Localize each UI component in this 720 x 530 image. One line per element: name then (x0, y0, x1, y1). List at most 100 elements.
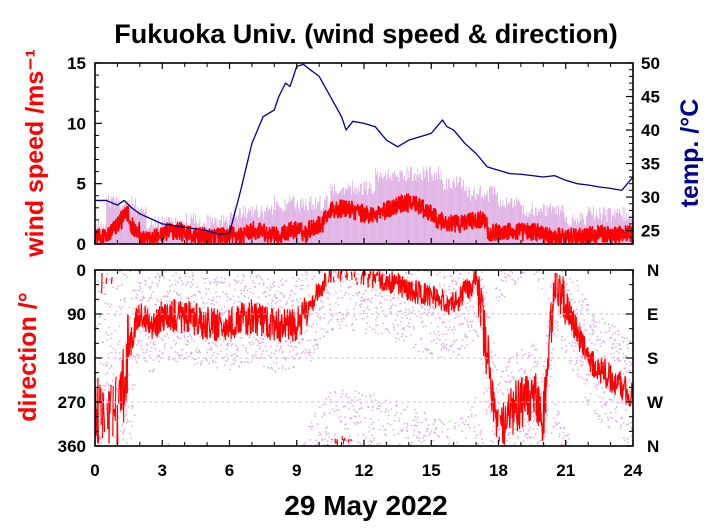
direction-scatter-point (603, 390, 606, 393)
direction-scatter-point (576, 284, 579, 287)
direction-scatter-point (139, 282, 141, 285)
compass-tick-label: S (647, 349, 658, 368)
direction-scatter-point (444, 290, 447, 292)
direction-scatter-point (599, 345, 602, 348)
direction-scatter-point (469, 299, 472, 302)
direction-scatter-point (439, 285, 441, 288)
direction-scatter-point (526, 433, 529, 436)
direction-scatter-point (278, 349, 281, 352)
direction-scatter-point (410, 443, 413, 446)
direction-scatter-point (129, 316, 131, 319)
direction-scatter-point (301, 288, 304, 291)
direction-scatter-point (574, 342, 576, 344)
direction-scatter-point (502, 370, 505, 373)
direction-scatter-point (281, 350, 284, 353)
direction-scatter-point (481, 438, 483, 440)
direction-scatter-point (585, 373, 588, 376)
direction-scatter-point (376, 307, 379, 310)
direction-scatter-point (426, 309, 429, 311)
direction-scatter-point (403, 326, 406, 329)
direction-scatter-point (419, 316, 422, 319)
direction-scatter-point (609, 411, 612, 414)
direction-scatter-point (313, 348, 316, 351)
direction-scatter-point (600, 331, 602, 334)
direction-scatter-point (610, 336, 613, 339)
direction-scatter-point (420, 337, 423, 340)
direction-scatter-point (331, 313, 334, 316)
direction-scatter-point (162, 295, 165, 298)
direction-scatter-point (432, 306, 434, 309)
direction-scatter-point (471, 406, 473, 408)
direction-scatter-point (390, 307, 392, 309)
direction-scatter-point (190, 281, 193, 284)
direction-scatter-point (463, 317, 466, 320)
direction-scatter-point (393, 420, 396, 422)
temperature-tick-label: 45 (641, 88, 660, 107)
direction-scatter-point (136, 353, 139, 356)
direction-scatter-point (466, 302, 469, 305)
direction-scatter-point (118, 325, 121, 328)
direction-scatter-point (440, 349, 443, 351)
direction-scatter-point (240, 282, 243, 284)
direction-scatter-point (193, 301, 196, 303)
direction-scatter-point (145, 280, 147, 282)
direction-scatter-point (555, 301, 557, 304)
direction-scatter-point (132, 290, 135, 293)
direction-scatter-point (277, 341, 280, 344)
direction-scatter-point (215, 366, 218, 369)
direction-scatter-point (303, 443, 306, 446)
direction-scatter-point (341, 389, 344, 392)
temperature-line (95, 63, 634, 235)
direction-scatter-point (619, 426, 622, 429)
direction-scatter-point (511, 375, 514, 378)
direction-scatter-point (156, 283, 159, 285)
direction-scatter-point (295, 280, 298, 283)
direction-scatter-point (150, 338, 153, 341)
direction-scatter-point (382, 322, 384, 325)
direction-scatter-point (105, 399, 108, 401)
direction-scatter-point (403, 339, 406, 342)
direction-scatter-point (557, 309, 560, 311)
direction-scatter-point (377, 333, 380, 336)
direction-scatter-point (520, 276, 522, 279)
direction-scatter-point (176, 330, 179, 333)
direction-scatter-point (387, 329, 390, 332)
direction-scatter-point (453, 316, 456, 319)
direction-scatter-point (600, 405, 603, 408)
direction-scatter-point (595, 325, 597, 328)
direction-scatter-point (579, 355, 582, 358)
direction-scatter-point (464, 437, 467, 440)
direction-scatter-point (395, 404, 398, 406)
direction-scatter-point (123, 428, 126, 431)
direction-scatter-point (102, 281, 104, 284)
direction-scatter-point (586, 308, 589, 311)
direction-scatter-point (162, 277, 165, 279)
direction-scatter-point (245, 304, 248, 307)
direction-scatter-point (145, 348, 148, 351)
wind-speed-tick-label: 5 (77, 175, 86, 194)
direction-scatter-point (249, 343, 252, 346)
direction-scatter-point (434, 333, 437, 336)
direction-scatter-point (202, 301, 205, 304)
direction-scatter-point (452, 332, 455, 335)
direction-scatter-point (339, 415, 342, 418)
chart-title: Fukuoka Univ. (wind speed & direction) (114, 19, 618, 49)
direction-scatter-point (446, 294, 448, 297)
direction-scatter-point (188, 333, 191, 336)
direction-scatter-point (249, 291, 252, 293)
direction-scatter-point (386, 299, 388, 301)
direction-scatter-point (574, 310, 577, 312)
direction-scatter-point (461, 417, 464, 420)
direction-scatter-point (493, 433, 496, 435)
direction-scatter-point (421, 313, 424, 315)
direction-scatter-point (245, 310, 248, 312)
direction-scatter-point (446, 436, 449, 439)
direction-scatter-point (354, 410, 357, 413)
direction-scatter-point (599, 396, 601, 399)
direction-scatter-point (224, 364, 226, 366)
direction-scatter-point (505, 280, 507, 283)
direction-scatter-point (133, 383, 136, 386)
direction-scatter-point (124, 297, 127, 300)
direction-scatter-point (337, 303, 340, 306)
